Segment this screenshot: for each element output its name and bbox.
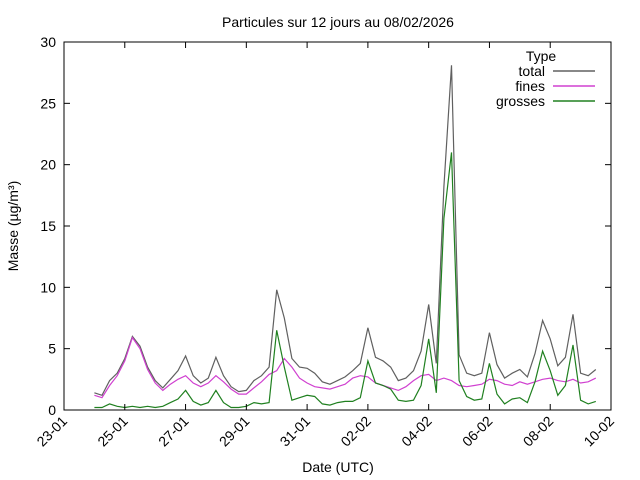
y-tick-label: 0 [48, 402, 56, 418]
x-tick-label: 04-02 [398, 413, 435, 450]
y-tick-label: 5 [48, 341, 56, 357]
x-tick-label: 23-01 [33, 413, 70, 450]
series-line-grosses [94, 152, 596, 409]
y-tick-label: 20 [40, 157, 56, 173]
series-layer [94, 65, 597, 409]
legend-title: Type [526, 48, 557, 64]
y-tick-label: 15 [40, 218, 56, 234]
x-tick-label: 31-01 [277, 413, 314, 450]
y-tick-label: 10 [40, 279, 56, 295]
y-axis-label: Masse (µg/m³) [5, 181, 21, 272]
x-tick-label: 08-02 [520, 413, 557, 450]
chart-title: Particules sur 12 jours au 08/02/2026 [222, 14, 454, 30]
legend-label-fines: fines [515, 78, 545, 94]
x-tick-label: 10-02 [580, 413, 617, 450]
x-tick-label: 06-02 [459, 413, 496, 450]
x-tick-label: 29-01 [216, 413, 253, 450]
legend-label-total: total [519, 63, 545, 79]
y-axis: 0 5 10 15 20 25 30 [40, 34, 611, 418]
x-tick-label: 02-02 [337, 413, 374, 450]
x-tick-label: 25-01 [94, 413, 131, 450]
legend-label-grosses: grosses [496, 93, 545, 109]
y-tick-label: 30 [40, 34, 56, 50]
series-line-total [94, 65, 597, 397]
x-axis-label: Date (UTC) [302, 459, 374, 475]
x-tick-label: 27-01 [155, 413, 192, 450]
series-line-fines [94, 336, 597, 399]
y-tick-label: 25 [40, 95, 56, 111]
